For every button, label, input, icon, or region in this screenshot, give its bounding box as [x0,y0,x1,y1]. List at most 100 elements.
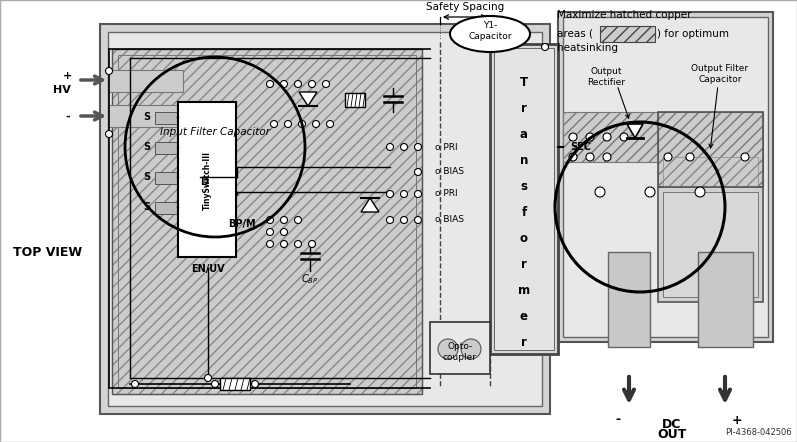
Bar [608,252,650,347]
Text: BP/M: BP/M [228,219,256,229]
Circle shape [295,240,301,248]
Circle shape [569,153,577,161]
Circle shape [312,121,320,127]
Circle shape [586,133,594,141]
Text: m: m [518,283,530,297]
Circle shape [620,133,628,141]
Text: r: r [521,102,527,114]
Circle shape [285,121,292,127]
Text: TOP VIEW: TOP VIEW [14,245,83,259]
Bar [558,12,773,342]
Text: TinySwitch-III: TinySwitch-III [202,150,211,210]
Circle shape [401,191,407,198]
Circle shape [308,80,316,88]
Circle shape [266,229,273,236]
Bar [118,55,416,388]
Circle shape [211,381,218,388]
Text: +: + [64,71,73,81]
Circle shape [266,240,273,248]
Circle shape [645,187,655,197]
Text: r: r [521,258,527,271]
Circle shape [281,217,288,224]
Bar [155,112,177,124]
Text: n: n [520,153,528,167]
Polygon shape [299,92,317,106]
Bar [658,187,763,302]
Text: o PRI: o PRI [435,190,457,198]
Circle shape [387,191,394,198]
Circle shape [323,80,329,88]
Bar [698,252,753,347]
Text: Opto-
coupler: Opto- coupler [443,342,477,362]
Text: $C_{BP}$: $C_{BP}$ [301,272,319,286]
Circle shape [664,153,672,161]
Text: S: S [143,142,150,152]
Circle shape [569,133,577,141]
Circle shape [438,339,458,359]
Bar [112,49,422,394]
Bar [100,24,550,414]
Bar [563,112,683,162]
Text: D: D [200,177,208,187]
Text: S: S [143,202,150,212]
Text: ) for optimum: ) for optimum [657,29,729,39]
Circle shape [414,144,422,150]
Text: heatsinking: heatsinking [557,43,618,53]
Bar [155,142,177,154]
Circle shape [401,144,407,150]
Circle shape [308,240,316,248]
Circle shape [741,153,749,161]
Text: Y1-
Capacitor: Y1- Capacitor [469,21,512,41]
Bar [108,105,183,127]
Text: o: o [520,232,528,244]
Text: o PRI: o PRI [435,142,457,152]
Bar [108,70,183,92]
Circle shape [387,217,394,224]
Circle shape [299,121,305,127]
Text: a: a [520,127,528,141]
Text: r: r [521,335,527,348]
Bar [220,378,250,390]
Circle shape [105,130,112,137]
Text: T: T [520,76,528,88]
Circle shape [295,80,301,88]
Circle shape [252,381,258,388]
Circle shape [281,80,288,88]
Circle shape [266,217,273,224]
Circle shape [414,168,422,175]
Text: Safety Spacing: Safety Spacing [426,2,505,12]
Text: +: + [732,414,742,427]
Text: -: - [615,414,621,427]
Circle shape [387,144,394,150]
Text: Output
Rectifier: Output Rectifier [587,67,625,87]
Bar [563,17,768,337]
Circle shape [132,381,139,388]
Bar [155,172,177,184]
Bar [155,202,177,214]
Circle shape [105,68,112,75]
Circle shape [695,187,705,197]
Circle shape [603,133,611,141]
Circle shape [586,153,594,161]
Text: e: e [520,309,528,323]
Circle shape [414,217,422,224]
Bar [490,44,558,354]
Text: S: S [143,112,150,122]
Circle shape [603,153,611,161]
Text: Output Filter
Capacitor: Output Filter Capacitor [692,64,748,84]
Bar [112,49,422,394]
Ellipse shape [450,16,530,52]
Bar [663,157,758,187]
Circle shape [281,240,288,248]
Text: o BIAS: o BIAS [435,216,464,225]
Circle shape [541,43,548,50]
Circle shape [595,187,605,197]
Circle shape [205,374,211,381]
Bar [600,26,655,42]
Text: OUT: OUT [658,427,687,441]
Bar [178,102,236,257]
Circle shape [266,80,273,88]
Bar [494,48,554,350]
Bar [430,322,490,374]
Text: EN/UV: EN/UV [191,264,225,274]
